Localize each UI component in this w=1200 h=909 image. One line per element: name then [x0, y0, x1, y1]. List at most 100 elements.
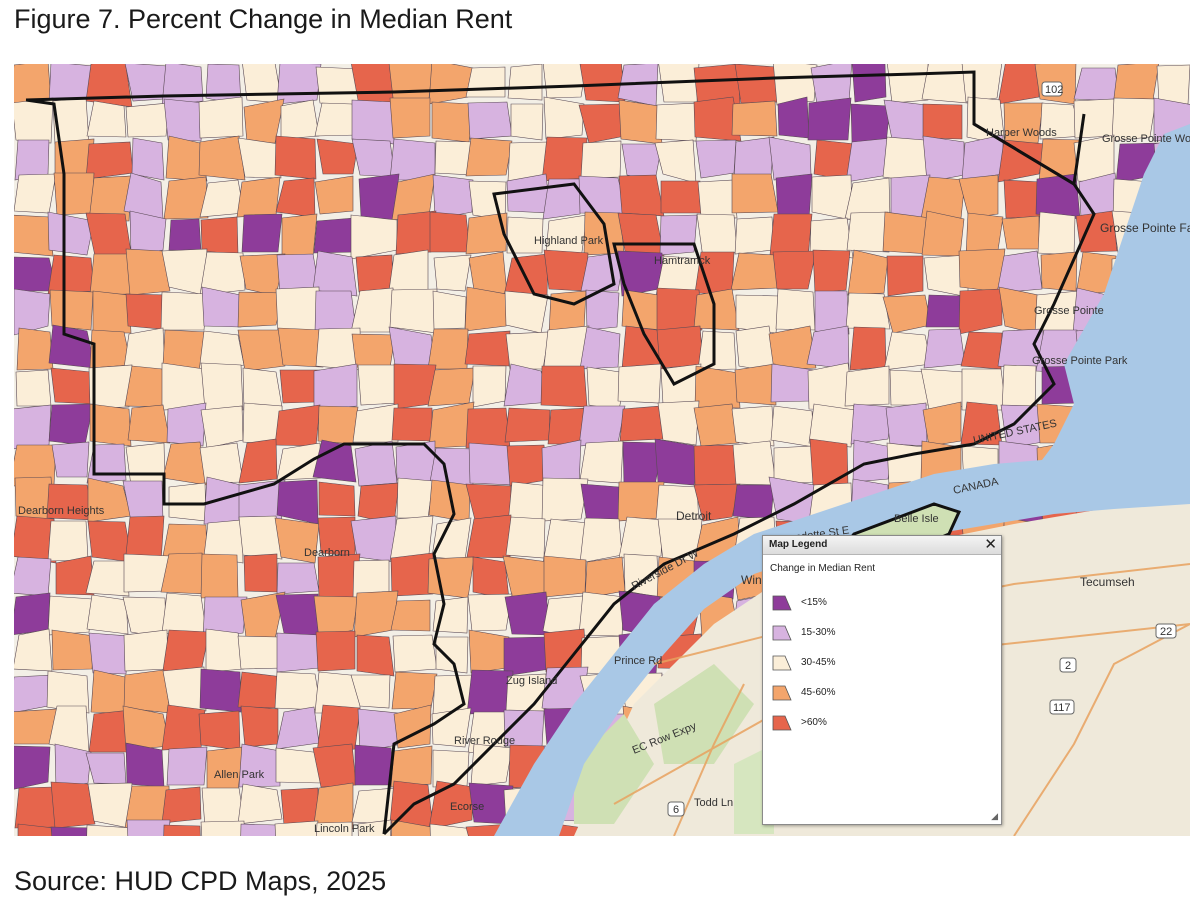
census-tract[interactable]: [467, 101, 513, 140]
census-tract[interactable]: [46, 670, 90, 714]
census-tract[interactable]: [50, 367, 95, 405]
census-tract[interactable]: [773, 445, 816, 485]
census-tract[interactable]: [313, 217, 356, 254]
census-tract[interactable]: [657, 400, 700, 446]
census-tract[interactable]: [168, 218, 202, 252]
census-tract[interactable]: [850, 403, 893, 445]
census-tract[interactable]: [238, 515, 283, 560]
census-tract[interactable]: [123, 629, 169, 672]
census-tract[interactable]: [87, 782, 133, 829]
census-tract[interactable]: [199, 668, 242, 713]
census-tract[interactable]: [921, 64, 969, 104]
census-tract[interactable]: [465, 407, 511, 449]
census-tract[interactable]: [580, 140, 622, 179]
census-tract[interactable]: [958, 248, 1006, 293]
census-tract[interactable]: [464, 286, 513, 332]
census-tract[interactable]: [617, 212, 665, 257]
census-tract[interactable]: [777, 96, 810, 139]
census-tract[interactable]: [1037, 211, 1076, 256]
census-tract[interactable]: [274, 671, 322, 711]
census-tract[interactable]: [925, 294, 965, 328]
census-tract[interactable]: [14, 288, 51, 336]
census-tract[interactable]: [468, 629, 510, 674]
census-tract[interactable]: [238, 743, 281, 788]
census-tract[interactable]: [849, 326, 887, 371]
census-tract[interactable]: [467, 593, 513, 632]
census-tract[interactable]: [1156, 64, 1190, 105]
census-tract[interactable]: [131, 137, 165, 181]
census-tract[interactable]: [958, 288, 1003, 335]
census-tract[interactable]: [389, 97, 431, 139]
census-tract[interactable]: [693, 444, 741, 486]
census-tract[interactable]: [543, 249, 589, 292]
census-tract[interactable]: [163, 176, 209, 220]
census-tract[interactable]: [88, 175, 132, 222]
census-tract[interactable]: [240, 823, 282, 836]
census-tract[interactable]: [578, 405, 626, 447]
census-tract[interactable]: [393, 704, 432, 749]
census-tract[interactable]: [160, 291, 208, 331]
census-tract[interactable]: [731, 173, 779, 214]
census-tract[interactable]: [807, 97, 852, 141]
census-tract[interactable]: [161, 362, 207, 411]
census-tract[interactable]: [770, 363, 815, 403]
census-tract[interactable]: [542, 64, 587, 99]
census-tract[interactable]: [655, 102, 700, 142]
census-tract[interactable]: [432, 174, 474, 220]
census-tract[interactable]: [431, 101, 475, 143]
census-tract[interactable]: [351, 333, 396, 369]
census-tract[interactable]: [125, 248, 171, 296]
census-tract[interactable]: [200, 362, 244, 411]
census-tract[interactable]: [772, 250, 817, 290]
map-canvas[interactable]: Highland Park Hamtramck Harper Woods Gro…: [14, 64, 1190, 836]
census-tract[interactable]: [123, 669, 171, 714]
census-tract[interactable]: [243, 98, 285, 144]
census-tract[interactable]: [47, 211, 95, 256]
census-tract[interactable]: [775, 288, 816, 331]
census-tract[interactable]: [427, 328, 469, 370]
census-tract[interactable]: [85, 560, 130, 597]
census-tract[interactable]: [14, 97, 54, 144]
census-tract[interactable]: [656, 325, 704, 369]
census-tract[interactable]: [429, 211, 471, 253]
census-tract[interactable]: [846, 211, 890, 253]
census-tract[interactable]: [428, 780, 474, 830]
census-tract[interactable]: [129, 210, 167, 257]
census-tract[interactable]: [161, 786, 202, 824]
census-tract[interactable]: [125, 742, 165, 788]
census-tract[interactable]: [433, 254, 472, 292]
census-tract[interactable]: [540, 365, 588, 408]
census-tract[interactable]: [1001, 364, 1037, 412]
census-tract[interactable]: [198, 135, 246, 181]
census-tract[interactable]: [276, 562, 320, 595]
census-tract[interactable]: [200, 553, 239, 599]
census-tract[interactable]: [768, 325, 817, 371]
census-tract[interactable]: [731, 100, 778, 137]
census-tract[interactable]: [696, 213, 738, 259]
census-tract[interactable]: [53, 172, 95, 216]
census-tract[interactable]: [350, 674, 391, 709]
census-tract[interactable]: [541, 477, 589, 522]
census-tract[interactable]: [274, 135, 317, 180]
census-tract[interactable]: [466, 514, 512, 559]
census-tract[interactable]: [389, 138, 436, 181]
census-tract[interactable]: [579, 517, 623, 564]
census-tract[interactable]: [280, 99, 320, 140]
census-tract[interactable]: [470, 743, 513, 787]
census-tract[interactable]: [161, 704, 206, 751]
census-tract[interactable]: [583, 211, 625, 256]
census-tract[interactable]: [770, 405, 815, 448]
census-tract[interactable]: [51, 441, 90, 478]
census-tract[interactable]: [50, 826, 95, 836]
census-tract[interactable]: [1001, 215, 1040, 250]
census-tract[interactable]: [693, 483, 741, 522]
census-tract[interactable]: [126, 819, 171, 836]
census-tract[interactable]: [391, 407, 433, 442]
census-tract[interactable]: [730, 252, 778, 291]
census-tract[interactable]: [125, 442, 166, 487]
census-tract[interactable]: [733, 136, 775, 180]
census-tract[interactable]: [435, 636, 469, 674]
census-tract[interactable]: [15, 369, 52, 407]
census-tract[interactable]: [504, 407, 551, 443]
census-tract[interactable]: [277, 327, 324, 368]
